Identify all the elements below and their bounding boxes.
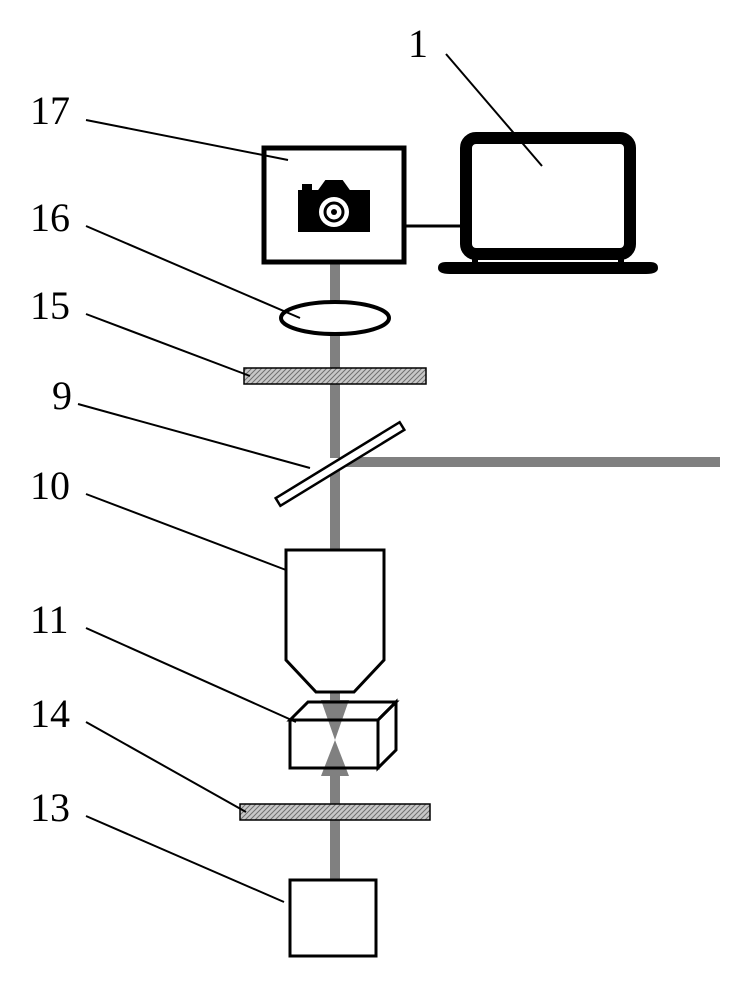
ref-label-13: 13 [30,785,70,830]
tube-lens [281,302,389,334]
filter-top [244,368,426,384]
laptop-base [438,262,658,274]
laptop-hinge [618,254,624,264]
laptop-hinge [472,254,478,264]
ref-label-1: 1 [408,21,428,66]
diagram-root: 1 17 16 15 9 10 11 14 13 [0,0,752,1000]
ref-label-10: 10 [30,463,70,508]
leader-line [86,722,246,812]
objective-lens [286,550,384,692]
leader-line [86,314,250,376]
ref-label-16: 16 [30,195,70,240]
ref-label-11: 11 [30,597,69,642]
leader-line [86,120,288,160]
ref-label-17: 17 [30,88,70,133]
ref-label-15: 15 [30,283,70,328]
leader-line [86,816,284,902]
sample-side [378,702,396,768]
ref-label-9: 9 [52,373,72,418]
leader-line [86,628,296,722]
leader-line [78,404,310,468]
focus-cone-bottom [321,740,349,776]
laptop-screen [466,138,630,254]
camera-icon-lens-dot [331,209,337,215]
filter-bottom [240,804,430,820]
leader-line [86,494,286,570]
ref-label-14: 14 [30,691,70,736]
light-source [290,880,376,956]
camera-icon-flash [302,184,312,190]
